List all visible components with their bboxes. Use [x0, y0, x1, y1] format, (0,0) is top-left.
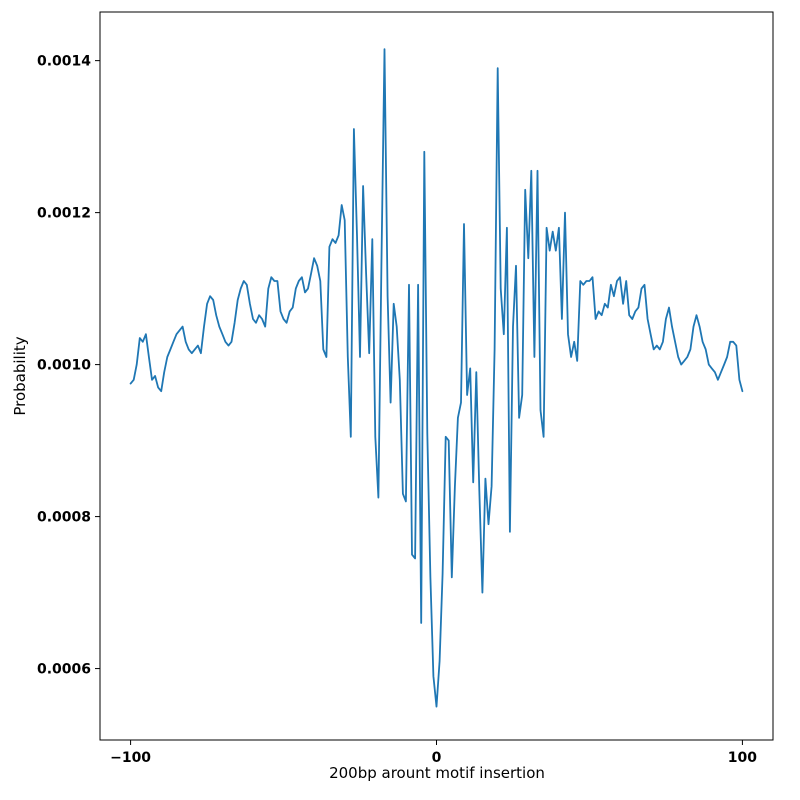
- y-tick-label: 0.0014: [37, 54, 91, 70]
- x-tick-label: −100: [110, 750, 151, 766]
- y-axis-label: Probability: [11, 336, 29, 416]
- y-tick-label: 0.0010: [37, 358, 91, 374]
- plot-border: [99, 11, 774, 741]
- x-tick-label: 100: [728, 750, 757, 766]
- y-tick-label: 0.0008: [37, 510, 91, 526]
- x-axis-label: 200bp arount motif insertion: [329, 764, 545, 782]
- data-line: [129, 48, 744, 708]
- y-tick-label: 0.0012: [37, 206, 91, 222]
- x-tick-label: 0: [432, 750, 442, 766]
- y-tick-label: 0.0006: [37, 662, 91, 678]
